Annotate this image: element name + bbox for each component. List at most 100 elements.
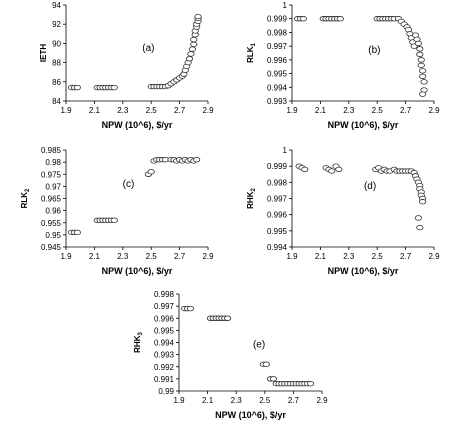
x-tick-label: 2.5 [372,106,384,115]
data-point [147,169,155,175]
y-tick-label: 0.955 [41,219,62,228]
data-point [328,168,336,174]
x-tick-label: 2.5 [146,252,158,261]
y-axis-label: IETH [39,44,48,62]
y-tick-label: 0.999 [267,162,288,171]
y-tick-label: 0.997 [267,42,288,51]
chart-panel-3: 1.9 2.1 2.3 2.5 2.7 2.9 0.945 0.95 0.955 0.96 0.96… [20,146,214,276]
y-tick-label: 0.996 [267,56,288,65]
x-axis-label: NPW (10^6), $/yr [328,120,399,130]
data-point [419,91,427,97]
x-tick-label: 2.9 [316,396,328,405]
y-tick-label: 0.945 [41,243,62,252]
chart-panel-4: 1.9 2.1 2.3 2.5 2.7 2.9 0.994 0.995 0.996 0.997 0.… [246,146,440,276]
data-point [419,68,427,74]
data-point [335,166,343,173]
x-tick-label: 2.3 [231,396,243,405]
y-tick-label: 0.995 [267,70,288,79]
y-tick-label: 0.994 [267,243,288,252]
data-point [417,57,425,63]
x-tick-label: 2.5 [146,106,158,115]
data-point [224,315,232,321]
data-point [414,215,422,221]
x-axis-label: NPW (10^6), $/yr [102,120,173,130]
data-point [417,62,425,69]
panel-annotation: (b) [368,45,380,56]
y-tick-label: 0.994 [267,83,288,92]
data-point [188,46,196,52]
data-point [193,156,201,163]
y-tick-label: 92 [52,20,61,29]
y-tick-label: 1 [283,1,288,10]
y-axis-label: RHK3 [133,332,144,353]
x-tick-label: 2.1 [202,396,214,405]
y-tick-label: 0.997 [154,302,175,311]
data-point [185,56,194,62]
data-point [73,84,81,91]
x-tick-label: 2.1 [315,106,327,115]
y-tick-label: 0.998 [154,290,175,299]
y-tick-label: 0.975 [41,170,62,179]
data-point [420,79,428,85]
data-point [186,305,195,312]
y-tick-label: 0.996 [267,211,288,220]
panel-annotation: (d) [364,181,376,192]
y-axis-label: RHK2 [246,188,257,209]
chart-panel-2: 1.9 2.1 2.3 2.5 2.7 2.9 0.993 0.994 0.995 0.996 0.… [246,1,440,130]
y-tick-label: 0.96 [45,207,61,216]
x-tick-label: 2.9 [202,252,214,261]
y-tick-label: 1 [283,146,288,155]
data-point [190,41,198,48]
y-tick-label: 94 [52,1,61,10]
y-tick-label: 0.993 [267,97,288,106]
y-tick-label: 0.996 [154,314,175,323]
x-axis-label: NPW (10^6), $/yr [215,410,286,420]
x-tick-label: 2.3 [117,106,129,115]
x-tick-label: 2.9 [202,106,214,115]
x-axis-label: NPW (10^6), $/yr [328,266,399,276]
y-tick-label: 0.993 [154,351,175,360]
y-tick-label: 86 [52,78,61,87]
x-tick-label: 2.7 [174,252,186,261]
x-tick-label: 1.9 [60,252,72,261]
data-point [416,46,424,52]
y-tick-label: 0.95 [45,231,61,240]
data-point [269,376,277,382]
panel-annotation: (e) [253,339,265,350]
y-tick-label: 0.999 [267,15,288,24]
y-tick-label: 88 [52,59,61,68]
x-axis-label: NPW (10^6), $/yr [102,266,173,276]
x-tick-label: 2.5 [259,396,271,405]
y-tick-label: 0.998 [267,178,288,187]
x-tick-label: 1.9 [60,106,72,115]
data-point [110,84,118,91]
data-point [299,16,307,22]
y-axis-label: RLK2 [20,188,31,208]
x-tick-label: 2.9 [428,106,440,115]
data-point [262,361,270,368]
data-point [187,51,195,57]
x-tick-label: 2.7 [400,252,412,261]
x-tick-label: 1.9 [286,106,298,115]
x-tick-label: 1.9 [286,252,298,261]
y-tick-label: 0.995 [267,227,288,236]
y-tick-label: 90 [52,39,61,48]
y-tick-label: 84 [52,97,61,106]
y-tick-label: 0.965 [41,195,62,204]
x-tick-label: 2.1 [315,252,327,261]
panel-annotation: (c) [123,179,135,190]
data-point [190,36,198,43]
data-point [416,51,424,58]
data-point [110,217,118,224]
panel-annotation: (a) [142,43,154,54]
data-point [194,13,202,20]
data-point [416,224,424,231]
x-tick-label: 2.3 [343,106,355,115]
x-tick-label: 2.5 [372,252,384,261]
y-tick-label: 0.991 [154,375,175,384]
x-tick-label: 2.1 [89,252,101,261]
data-point [73,229,81,236]
chart-panel-1: 1.9 2.1 2.3 2.5 2.7 2.9 84 86 88 90 92 94 NPW (10^6)… [39,1,214,130]
data-point [419,199,427,205]
